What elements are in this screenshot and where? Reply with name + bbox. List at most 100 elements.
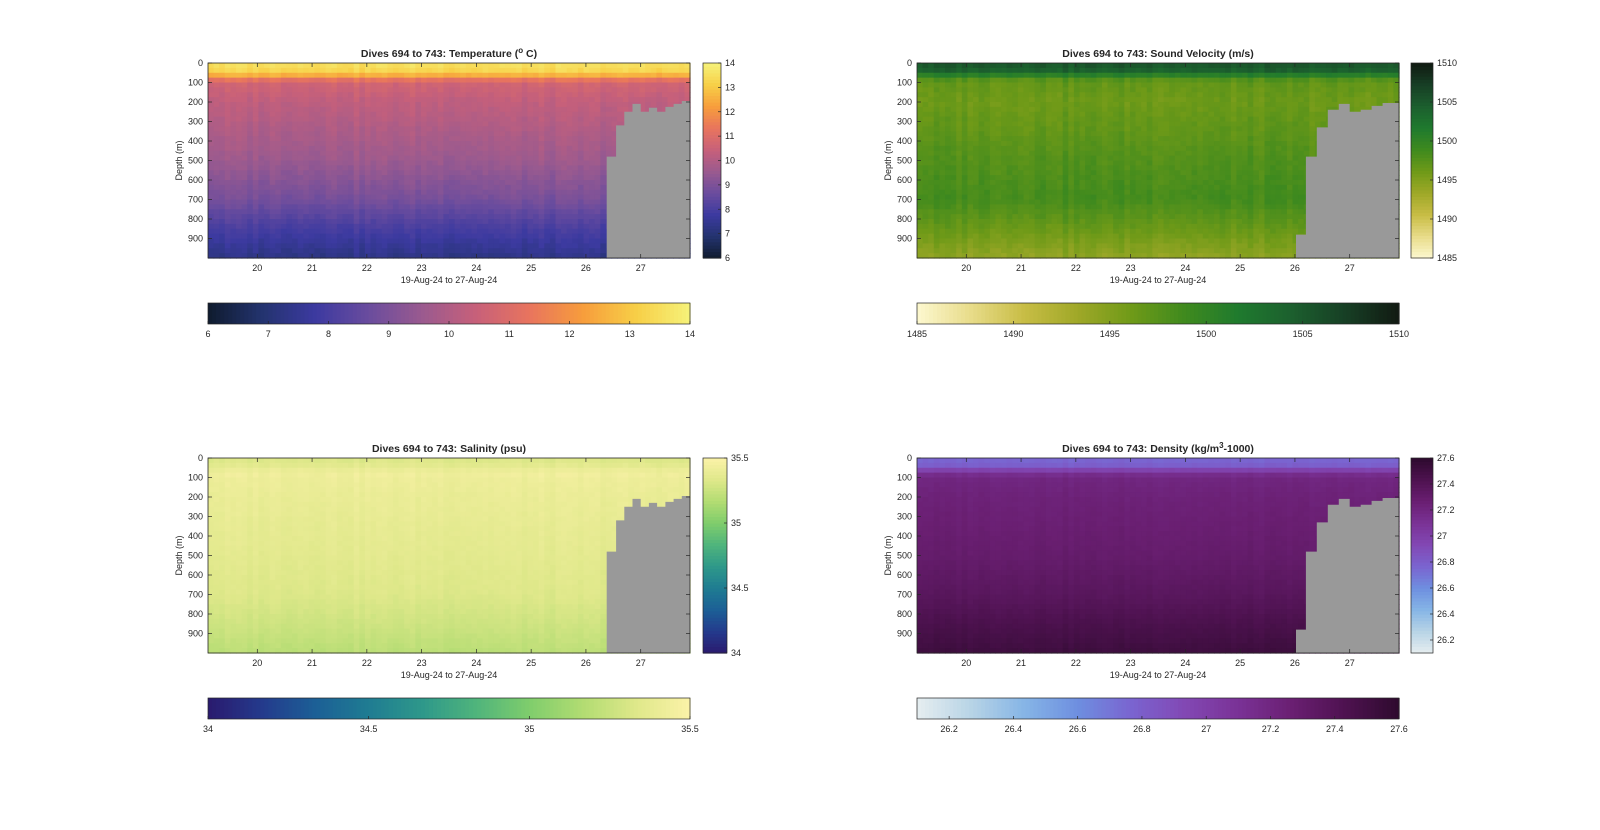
heatmap-cell [449,136,456,142]
heatmap-cell [364,141,372,147]
heatmap-cell [945,141,952,147]
heatmap-cell [995,209,1002,215]
heatmap-cell [978,150,985,157]
heatmap-cell [589,67,596,74]
heatmap-cell [420,199,428,205]
heatmap-cell [219,111,226,118]
heatmap-cell [426,248,433,254]
heatmap-cell [933,189,941,196]
heatmap-cell [292,102,299,108]
heatmap-cell [561,126,568,132]
heatmap-cell [989,243,997,249]
heatmap-cell [387,223,394,230]
heatmap-cell [956,189,963,196]
heatmap-cell [589,219,596,225]
heatmap-cell [538,116,545,123]
heatmap-cell [275,92,282,98]
heatmap-cell [236,82,243,88]
heatmap-cell [465,92,473,98]
heatmap-cell [420,121,428,127]
heatmap-cell [995,223,1002,230]
heatmap-cell [1073,223,1081,230]
heatmap-cell [1062,87,1069,93]
heatmap-cell [325,102,332,108]
heatmap-cell [398,67,405,74]
heatmap-cell [415,194,422,201]
heatmap-cell [392,111,400,118]
heatmap-cell [1085,223,1092,230]
heatmap-cell [978,87,985,93]
heatmap-cell [230,63,237,69]
heatmap-cell [359,253,366,259]
heatmap-cell [538,97,545,103]
heatmap-cell [928,102,935,108]
heatmap-cell [533,121,540,127]
heatmap-cell [213,199,220,205]
heatmap-cell [247,194,254,201]
heatmap-cell [510,180,517,186]
heatmap-cell [219,189,226,196]
heatmap-cell [984,253,991,259]
heatmap-cell [1068,116,1075,123]
heatmap-cell [961,67,969,74]
heatmap-cell [454,126,461,132]
heatmap-cell [1001,243,1008,249]
heatmap-cell [252,243,260,249]
heatmap-cell [549,199,557,205]
heatmap-cell [611,87,618,93]
heatmap-cell [426,204,433,210]
heatmap-cell [252,184,260,191]
heatmap-cell [1040,209,1047,215]
heatmap-cell [572,87,579,93]
heatmap-cell [989,214,997,220]
colorbar-segment [300,303,305,324]
heatmap-cell [594,223,601,230]
heatmap-cell [1029,106,1036,113]
heatmap-cell [989,111,997,118]
heatmap-cell [342,87,349,93]
heatmap-cell [1079,131,1086,137]
heatmap-cell [917,131,924,137]
heatmap-cell [252,63,260,69]
heatmap-cell [945,214,952,220]
heatmap-cell [922,233,929,240]
heatmap-cell [208,199,215,205]
heatmap-cell [247,228,254,235]
heatmap-cell [1040,184,1047,191]
heatmap-cell [376,233,383,240]
heatmap-cell [208,243,215,249]
heatmap-cell [1057,160,1064,166]
heatmap-cell [381,253,388,259]
heatmap-cell [917,150,924,157]
heatmap-cell [978,238,985,244]
heatmap-cell [331,63,338,69]
heatmap-cell [308,170,316,176]
heatmap-cell [499,209,506,215]
heatmap-cell [471,67,478,74]
colorbar-segment [525,303,530,324]
heatmap-cell [667,82,674,88]
heatmap-cell [555,111,562,118]
colorbar-segment [485,303,490,324]
heatmap-cell [308,194,316,201]
colorbar-segment [641,303,647,324]
heatmap-cell [342,155,349,162]
y-tick-label: 500 [188,156,203,166]
heatmap-cell [482,199,489,205]
heatmap-cell [600,199,607,205]
heatmap-cell [252,92,260,98]
heatmap-cell [409,204,416,210]
heatmap-cell [1090,126,1097,132]
heatmap-cell [544,87,551,93]
heatmap-cell [917,136,924,142]
heatmap-cell [917,228,924,235]
chart-title: Dives 694 to 743: Temperature (o C) [361,46,537,60]
heatmap-cell [297,67,304,74]
heatmap-cell [325,131,332,137]
heatmap-cell [252,175,260,181]
heatmap-cell [331,121,338,127]
heatmap-cell [320,243,327,249]
heatmap-cell [465,136,473,142]
heatmap-cell [1090,136,1097,142]
heatmap-cell [1085,165,1092,171]
